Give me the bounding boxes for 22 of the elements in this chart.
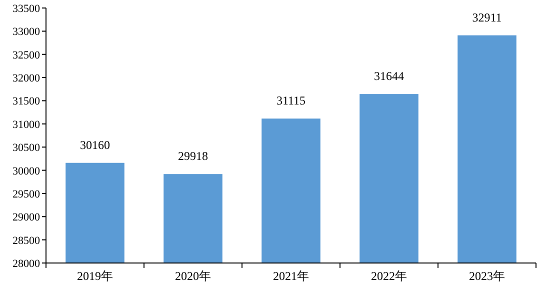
- x-tick-label: 2023年: [469, 269, 505, 283]
- y-tick-label: 33500: [12, 3, 40, 15]
- y-tick-label: 28500: [12, 234, 40, 247]
- data-label: 30160: [80, 138, 110, 152]
- y-tick-label: 30000: [12, 165, 40, 178]
- data-label: 29918: [178, 149, 208, 164]
- data-label: 31644: [374, 69, 404, 84]
- data-label: 32911: [472, 10, 502, 24]
- y-tick-label: 33000: [12, 26, 40, 38]
- y-tick-label: 32500: [12, 49, 40, 62]
- y-tick-label: 30500: [12, 142, 40, 154]
- y-tick-label: 31000: [12, 118, 40, 131]
- y-tick-label: 28000: [12, 258, 40, 270]
- x-tick-label: 2021年: [273, 269, 309, 283]
- y-tick-label: 32000: [12, 72, 40, 85]
- y-tick-label: 31500: [12, 96, 40, 108]
- x-tick-label: 2019年: [77, 269, 113, 283]
- x-tick-label: 2020年: [175, 269, 211, 283]
- y-tick-label: 29000: [12, 212, 40, 224]
- x-tick-label: 2022年: [371, 269, 407, 283]
- data-label: 31115: [276, 94, 306, 108]
- y-tick-label: 29500: [12, 188, 40, 200]
